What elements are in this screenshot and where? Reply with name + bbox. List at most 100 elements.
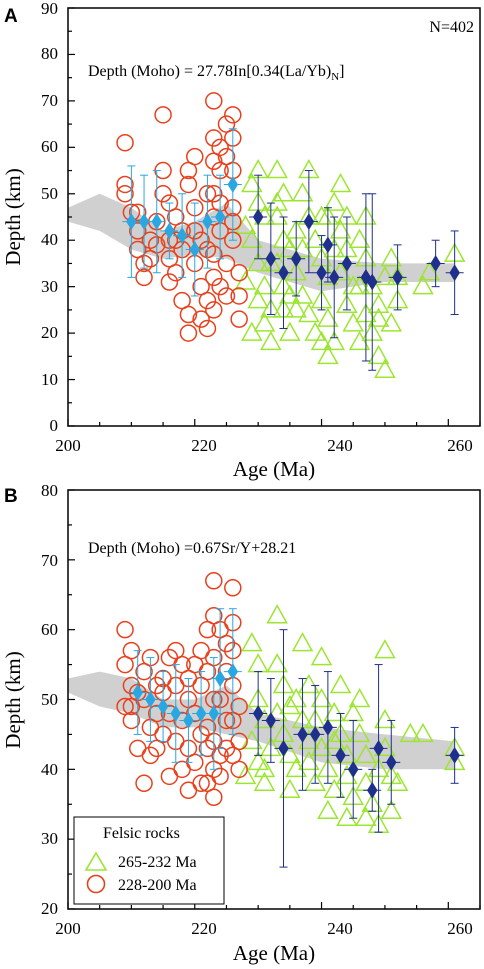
circle-point <box>135 774 153 793</box>
triangle-point <box>304 771 326 792</box>
triangle-point <box>329 172 352 193</box>
triangle-point <box>317 344 339 365</box>
triangle-point <box>348 330 371 351</box>
triangle-point <box>323 330 345 351</box>
equation: Depth (Moho) =0.67Sr/Y+28.21 <box>88 540 296 557</box>
average-diamond-cyan <box>214 670 226 688</box>
triangle-point <box>247 251 269 272</box>
triangle-point <box>253 757 276 778</box>
y-tick-label: 0 <box>50 416 59 435</box>
triangle-point <box>323 191 345 211</box>
circle-point <box>217 287 236 305</box>
average-diamond-cyan <box>145 691 156 708</box>
legend-item-label: 228-200 Ma <box>118 877 197 894</box>
average-diamond-navy <box>265 250 277 268</box>
triangle-point <box>399 722 422 743</box>
triangle-point <box>304 228 326 248</box>
triangle-point <box>323 701 345 722</box>
circle-point <box>217 634 236 653</box>
circle-point <box>230 263 248 282</box>
triangle-point <box>266 159 288 179</box>
x-axis-title: Age (Ma) <box>233 457 315 481</box>
triangle-point <box>241 172 263 193</box>
average-diamond-navy <box>385 753 397 771</box>
triangle-point <box>241 321 263 341</box>
circle-point <box>230 760 248 779</box>
circle-point <box>186 147 204 166</box>
circle-point <box>179 324 198 342</box>
average-diamond-navy <box>328 268 340 286</box>
y-tick-label: 60 <box>41 620 58 639</box>
trend-band-area <box>68 193 455 292</box>
average-diamond-cyan <box>208 704 220 722</box>
y-axis-title: Depth (km) <box>1 651 25 748</box>
y-tick-label: 20 <box>41 899 58 918</box>
equation-subscript: N <box>331 71 339 83</box>
triangle-point <box>336 293 358 313</box>
circle-point <box>160 767 179 786</box>
circle-point <box>205 92 223 110</box>
triangle-point <box>279 321 301 341</box>
x-tick-label: 260 <box>447 436 473 455</box>
average-diamond-navy <box>392 268 403 286</box>
circle-point <box>173 760 191 779</box>
average-diamond-cyan <box>170 704 182 722</box>
triangle-point <box>241 632 263 652</box>
triangle-point <box>241 228 263 248</box>
triangle-point <box>317 799 339 819</box>
panel-label: A <box>4 6 18 27</box>
circle-point <box>141 746 160 765</box>
circle-point <box>230 732 248 751</box>
average-diamond-navy <box>322 236 334 254</box>
triangle-point <box>374 358 396 379</box>
average-diamond-navy <box>322 718 334 736</box>
triangle-point <box>374 639 396 659</box>
x-tick-label: 220 <box>191 436 217 455</box>
circle-point <box>116 185 134 203</box>
y-tick-label: 80 <box>41 481 58 500</box>
circle-point <box>224 579 242 597</box>
x-tick-label: 200 <box>55 919 81 938</box>
circle-point <box>135 268 153 287</box>
circle-point <box>217 254 236 273</box>
average-diamond-navy <box>449 746 460 764</box>
triangle-point <box>355 743 377 764</box>
triangle-point <box>253 312 276 332</box>
x-tick-label: 200 <box>55 436 81 455</box>
circle-point <box>205 129 223 147</box>
triangle-point <box>317 307 339 327</box>
average-diamond-navy <box>335 746 346 764</box>
average-diamond-navy <box>278 739 289 757</box>
circle-point <box>160 648 179 667</box>
circle-point <box>211 138 229 157</box>
triangle-point <box>272 182 295 202</box>
average-diamond-navy <box>347 760 359 778</box>
trend-band <box>68 671 455 770</box>
circle-point <box>160 273 179 291</box>
average-diamond-cyan <box>227 176 239 193</box>
circle-point <box>179 781 198 800</box>
circle-point <box>211 746 229 765</box>
circle-point <box>167 641 185 660</box>
average-diamond-cyan <box>151 213 163 231</box>
y-tick-label: 40 <box>41 760 58 779</box>
panel-label: B <box>4 486 18 507</box>
circle-point <box>205 245 223 263</box>
triangle-point <box>386 771 409 792</box>
circle-point <box>230 310 248 328</box>
circle-point <box>211 277 229 296</box>
y-tick-label: 50 <box>41 184 58 203</box>
y-tick-label: 90 <box>41 0 58 18</box>
circle-point <box>205 268 223 287</box>
triangle-point <box>380 799 403 819</box>
circle-point <box>154 185 172 203</box>
circle-point <box>198 291 217 310</box>
triangle-point <box>260 330 282 351</box>
triangle-point <box>355 806 377 826</box>
triangle-point <box>348 687 371 708</box>
circle-point <box>192 310 210 328</box>
y-tick-label: 70 <box>41 91 58 110</box>
triangle-point <box>279 778 301 799</box>
average-diamond-navy <box>449 264 460 282</box>
average-diamond-cyan <box>227 663 239 681</box>
